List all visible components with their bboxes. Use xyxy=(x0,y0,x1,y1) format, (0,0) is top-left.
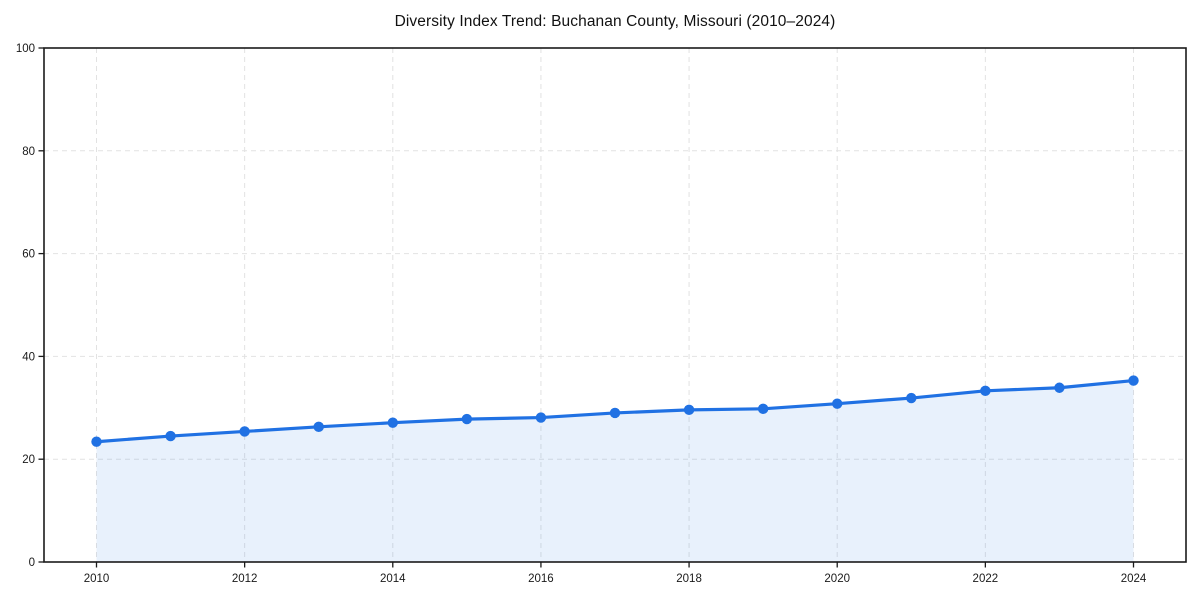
data-point xyxy=(461,413,473,425)
data-point xyxy=(906,392,917,404)
data-point xyxy=(757,403,769,415)
chart-title: Diversity Index Trend: Buchanan County, … xyxy=(394,13,836,30)
y-tick-label: 60 xyxy=(22,249,35,261)
data-point xyxy=(609,407,621,419)
x-tick-label: 2018 xyxy=(676,573,702,585)
y-tick-label: 100 xyxy=(16,43,35,55)
plot-border xyxy=(43,47,1187,563)
y-tick-label: 40 xyxy=(22,351,35,363)
x-tick-label: 2022 xyxy=(973,573,999,585)
x-tick-label: 2012 xyxy=(232,573,258,585)
data-point xyxy=(1054,382,1065,393)
data-point xyxy=(91,436,102,447)
data-point xyxy=(1128,375,1139,386)
data-point xyxy=(683,404,695,416)
x-tick-label: 2016 xyxy=(528,573,554,585)
x-tick-label: 2020 xyxy=(824,573,850,585)
x-tick-label: 2024 xyxy=(1121,573,1147,585)
data-point xyxy=(165,430,176,442)
y-tick-label: 80 xyxy=(22,146,35,158)
data-point xyxy=(832,398,843,409)
data-point xyxy=(313,421,324,433)
data-point xyxy=(980,385,991,397)
y-tick-label: 0 xyxy=(29,557,35,569)
x-tick-label: 2010 xyxy=(84,573,110,585)
data-point xyxy=(239,426,250,437)
y-tick-label: 20 xyxy=(22,454,35,466)
data-point xyxy=(535,412,547,423)
data-point xyxy=(387,417,398,428)
x-tick-label: 2014 xyxy=(380,573,406,585)
